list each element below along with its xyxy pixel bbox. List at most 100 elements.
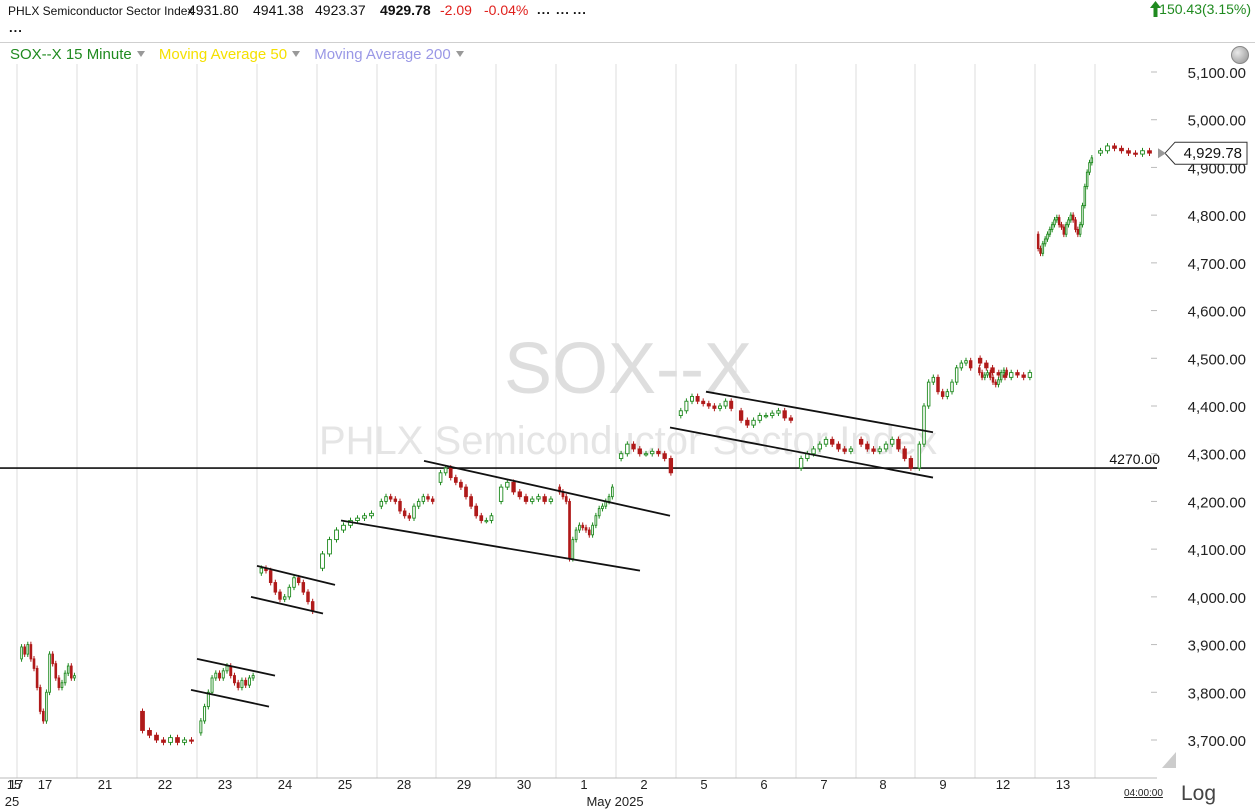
- candle-body: [517, 491, 522, 498]
- settings-globe-icon[interactable]: [1231, 46, 1249, 64]
- candle-body: [341, 524, 346, 531]
- candle-body: [594, 515, 598, 526]
- candle-body: [1046, 233, 1049, 240]
- price-change-percent: -0.04%: [484, 2, 529, 18]
- candle-body: [225, 665, 229, 672]
- candle-body: [287, 586, 292, 598]
- candle-body: [296, 577, 301, 583]
- watermark: SOX--X PHLX Semiconductor Sector Index: [319, 329, 937, 463]
- menu-button-4[interactable]: ...: [9, 20, 23, 35]
- candle-body: [896, 438, 901, 450]
- y-tick-label: 4,600.00: [1188, 304, 1246, 321]
- x-tick-label: 24: [278, 777, 292, 792]
- candle-body: [459, 481, 463, 488]
- candle-body: [229, 665, 233, 677]
- candle-body: [1085, 171, 1089, 187]
- log-scale-toggle[interactable]: Log: [1181, 782, 1217, 805]
- horizontal-line[interactable]: 4270.00: [0, 451, 1160, 469]
- candle-body: [26, 644, 30, 655]
- trendline[interactable]: [340, 519, 641, 572]
- candle-body: [247, 677, 251, 686]
- candle-body: [858, 438, 864, 445]
- y-tick-label: 4,000.00: [1188, 590, 1246, 607]
- candle-body: [788, 417, 794, 421]
- candle-body: [1074, 219, 1077, 230]
- candle-body: [994, 381, 997, 385]
- candle-body: [1027, 372, 1033, 378]
- candle-body: [221, 670, 225, 679]
- candle-body: [45, 691, 48, 722]
- candle-body: [1064, 224, 1068, 235]
- menu-button-1[interactable]: ...: [537, 2, 551, 17]
- candle-body: [1069, 214, 1073, 221]
- candle-body: [706, 403, 711, 407]
- candle-body: [505, 481, 510, 488]
- y-tick-label: 4,500.00: [1188, 351, 1246, 368]
- dropdown-icon: [455, 51, 464, 57]
- candle-body: [214, 672, 218, 679]
- last-price-marker-icon: [1158, 148, 1166, 159]
- candle-body: [989, 372, 992, 378]
- trendline[interactable]: [705, 390, 934, 434]
- candle-body: [684, 400, 689, 412]
- candles: [20, 143, 1152, 746]
- resize-corner-icon[interactable]: [1162, 752, 1176, 768]
- candle-body: [530, 498, 535, 502]
- candle-body: [175, 737, 180, 743]
- chart-legend: SOX--X 15 Minute Moving Average 50 Movin…: [10, 46, 474, 63]
- candle-body: [20, 646, 23, 660]
- legend-symbol[interactable]: SOX--X 15 Minute: [10, 46, 145, 63]
- candle-body: [1071, 214, 1075, 221]
- trendline[interactable]: [423, 459, 671, 517]
- candle-body: [426, 496, 430, 500]
- trendlines[interactable]: [190, 390, 934, 708]
- candle-body: [203, 706, 207, 722]
- candle-body: [931, 376, 936, 383]
- candle-body: [811, 448, 816, 455]
- x-tick-label: 25: [338, 777, 352, 792]
- legend-ma200[interactable]: Moving Average 200: [314, 46, 464, 63]
- candle-body: [38, 687, 42, 712]
- legend-ma50[interactable]: Moving Average 50: [159, 46, 301, 63]
- menu-button-2[interactable]: ...: [556, 2, 570, 17]
- candle-body: [718, 405, 722, 409]
- candle-body: [489, 515, 494, 521]
- candle-body: [745, 419, 750, 426]
- candle-body: [1126, 150, 1131, 154]
- trendline[interactable]: [196, 658, 276, 677]
- candle-body: [73, 675, 76, 679]
- candle-body: [51, 653, 54, 665]
- menu-button-3[interactable]: ...: [573, 2, 587, 17]
- watermark-name: PHLX Semiconductor Sector Index: [319, 419, 937, 463]
- candle-body: [830, 438, 835, 445]
- trendline[interactable]: [669, 426, 934, 479]
- x-tick-label: 5: [700, 777, 707, 792]
- candle-body: [1039, 248, 1042, 254]
- candle-body: [964, 360, 968, 364]
- candle-body: [865, 443, 870, 450]
- trendline[interactable]: [256, 564, 336, 586]
- candle-body: [379, 500, 384, 507]
- candle-body: [63, 672, 67, 684]
- candle-body: [182, 739, 187, 743]
- candle-body: [591, 524, 594, 536]
- trendline[interactable]: [250, 595, 324, 615]
- time-range-button[interactable]: 04:00:00: [1124, 788, 1163, 799]
- candle-body: [362, 515, 367, 519]
- candle-body: [1140, 150, 1145, 155]
- candle-body: [443, 467, 448, 474]
- trendline[interactable]: [190, 689, 270, 708]
- candle-body: [823, 438, 829, 445]
- candle-body: [1036, 233, 1040, 249]
- y-tick-label: 4,700.00: [1188, 256, 1246, 273]
- candle-body: [1133, 152, 1138, 155]
- candle-body: [757, 415, 762, 421]
- candle-body: [448, 467, 453, 479]
- candle-body: [618, 453, 624, 459]
- candle-body: [678, 410, 683, 416]
- candle-body: [355, 517, 360, 521]
- candle-body: [908, 458, 914, 469]
- candle-body: [232, 675, 236, 684]
- candle-body: [729, 400, 734, 409]
